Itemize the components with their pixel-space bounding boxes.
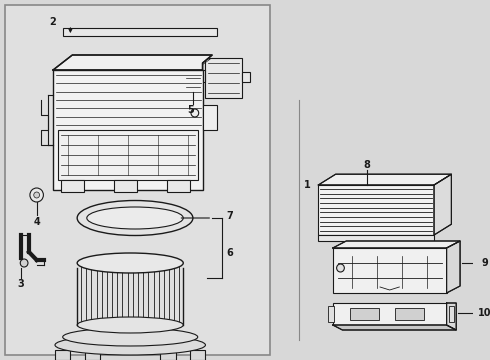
Polygon shape (318, 174, 451, 185)
Ellipse shape (77, 253, 183, 273)
Bar (395, 308, 424, 320)
Text: 3: 3 (18, 279, 24, 289)
Bar (5, 5, 270, 355)
Bar (318, 185, 434, 235)
Bar (63, 28, 217, 36)
Bar (328, 306, 334, 322)
Text: 8: 8 (363, 160, 370, 170)
Bar (167, 180, 190, 192)
Bar (184, 64, 201, 92)
Polygon shape (446, 303, 456, 330)
Bar (202, 105, 217, 130)
Bar (61, 180, 84, 192)
Ellipse shape (87, 207, 183, 229)
Bar (333, 303, 446, 325)
Bar (58, 130, 198, 180)
Bar (85, 350, 100, 360)
Polygon shape (434, 174, 451, 235)
Text: 2: 2 (49, 17, 56, 27)
Text: 6: 6 (227, 248, 233, 258)
Text: 4: 4 (33, 217, 40, 227)
Circle shape (191, 109, 199, 117)
Ellipse shape (63, 328, 198, 346)
Text: 7: 7 (227, 211, 233, 221)
Bar (53, 70, 202, 190)
Ellipse shape (55, 335, 205, 355)
Bar (189, 59, 197, 65)
Bar (448, 306, 454, 322)
Polygon shape (333, 241, 460, 248)
Bar (205, 58, 242, 98)
Polygon shape (333, 325, 456, 330)
Bar (198, 70, 205, 82)
Circle shape (30, 188, 44, 202)
Bar (114, 180, 137, 192)
Text: 1: 1 (304, 180, 311, 190)
Polygon shape (446, 241, 460, 293)
Polygon shape (53, 55, 212, 70)
Bar (160, 350, 175, 360)
Circle shape (337, 264, 344, 272)
Bar (350, 308, 379, 320)
Text: 9: 9 (481, 258, 488, 268)
Text: 10: 10 (477, 308, 490, 318)
Ellipse shape (77, 317, 183, 333)
Bar (190, 350, 205, 360)
Bar (242, 72, 250, 82)
Text: 5: 5 (188, 105, 195, 115)
Ellipse shape (77, 201, 193, 235)
Bar (318, 235, 434, 241)
Circle shape (20, 259, 28, 267)
Circle shape (34, 192, 40, 198)
Bar (333, 248, 446, 293)
Bar (55, 350, 71, 360)
